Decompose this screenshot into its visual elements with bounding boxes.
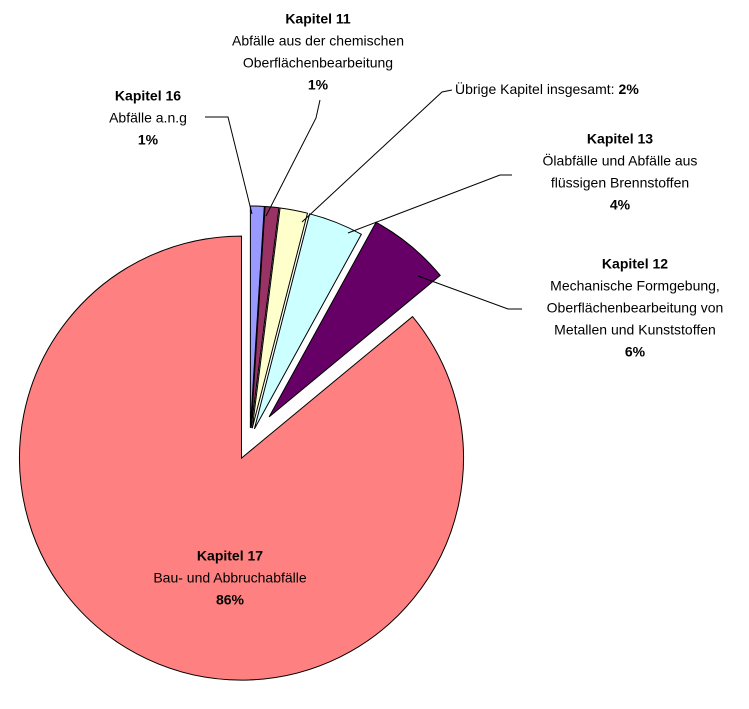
leader-line: [347, 174, 512, 234]
slice-description: Metallen und Kunststoffen: [554, 322, 716, 338]
pie-slice: [253, 213, 363, 430]
slice-name: Kapitel 13: [587, 131, 653, 147]
leader-line: [265, 99, 321, 217]
slice-name: Übrige Kapitel insgesamt:: [455, 80, 615, 97]
slice-name: Kapitel 12: [602, 256, 668, 272]
slice-name: Kapitel 17: [197, 548, 263, 564]
slice-description: flüssigen Brennstoffen: [551, 175, 689, 191]
leader-line: [301, 89, 453, 223]
pie-slice: [250, 205, 280, 429]
slice-value: 6%: [625, 344, 646, 360]
leader-line: [417, 275, 522, 310]
slice-description: Ölabfälle und Abfälle aus: [543, 152, 698, 169]
slice-description: Bau- und Abbruchabfälle: [153, 570, 307, 586]
slice-name: Kapitel 11: [285, 11, 351, 27]
slice-description: Abfälle aus der chemischen: [232, 33, 404, 49]
slice-value: 4%: [610, 197, 631, 213]
slice-value: 86%: [216, 592, 245, 608]
slice-name: Kapitel 16: [115, 88, 181, 104]
pie-slice: [251, 207, 309, 429]
slice-description: Oberflächenbearbeitung von: [547, 300, 724, 316]
slice-description: Mechanische Formgebung,: [550, 278, 720, 294]
slice-label: Übrige Kapitel insgesamt: 2%: [455, 80, 639, 97]
slice-description: Oberflächenbearbeitung: [243, 55, 393, 71]
slice-value: 2%: [619, 81, 640, 97]
slice-value: 1%: [138, 132, 159, 148]
pie-slice: [18, 235, 464, 681]
leader-line: [205, 116, 253, 215]
slice-description: Abfälle a.n.g: [109, 110, 187, 126]
slice-value: 1%: [308, 77, 329, 93]
